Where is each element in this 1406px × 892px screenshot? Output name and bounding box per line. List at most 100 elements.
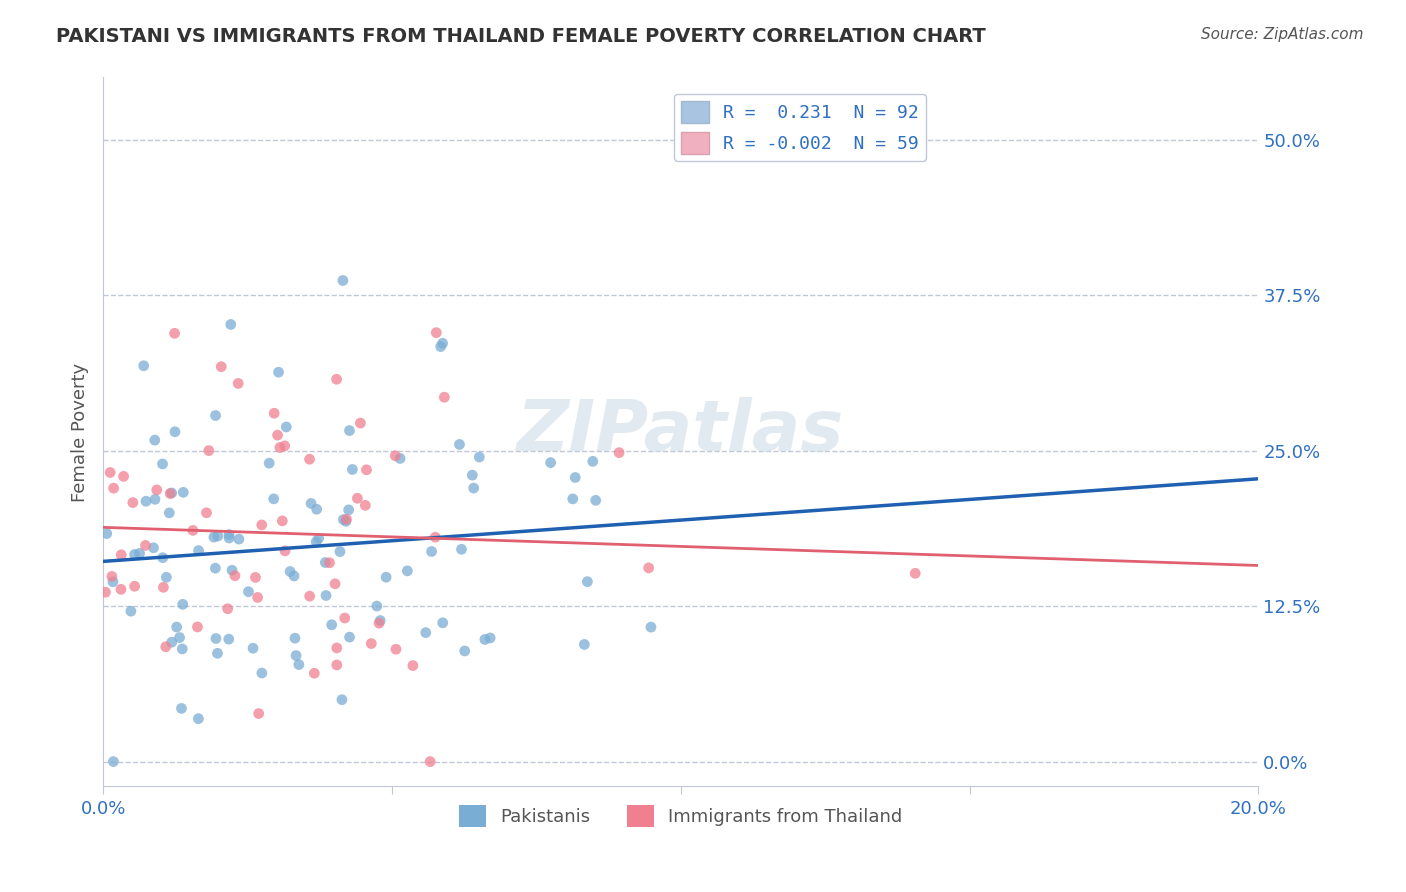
Point [226,376,249,391]
Point [152,550,174,565]
Point [172,485,194,500]
Point [120,604,142,618]
Point [157,506,180,520]
Point [146,483,169,497]
Point [96,526,118,541]
Point [354,499,377,513]
Point [163,425,186,439]
Point [263,491,285,506]
Point [396,564,419,578]
Point [640,620,662,634]
Point [276,420,298,434]
Point [266,428,288,442]
Point [326,657,349,672]
Point [181,524,204,538]
Y-axis label: Female Poverty: Female Poverty [72,362,89,501]
Point [103,481,125,495]
Point [101,574,124,589]
Point [207,529,229,543]
Point [198,443,221,458]
Point [474,632,496,647]
Point [101,569,124,583]
Point [335,512,357,526]
Point [209,359,232,374]
Point [384,449,406,463]
Point [305,534,328,549]
Point [454,644,477,658]
Point [218,527,240,541]
Point [332,512,354,526]
Point [321,617,343,632]
Point [339,424,361,438]
Point [308,532,330,546]
Point [278,565,301,579]
Point [342,462,364,476]
Point [288,657,311,672]
Point [346,491,368,506]
Point [402,658,425,673]
Point [187,712,209,726]
Point [143,433,166,447]
Point [299,496,322,510]
Point [419,755,441,769]
Point [195,506,218,520]
Point [121,495,143,509]
Point [429,340,451,354]
Point [582,454,605,468]
Point [269,441,291,455]
Point [576,574,599,589]
Point [228,532,250,546]
Point [298,589,321,603]
Point [267,365,290,379]
Point [284,631,307,645]
Point [94,585,117,599]
Point [432,615,454,630]
Point [298,452,321,467]
Point [329,544,352,558]
Point [337,503,360,517]
Point [160,486,183,500]
Point [152,457,174,471]
Point [283,569,305,583]
Point [135,494,157,508]
Point [172,642,194,657]
Point [314,556,336,570]
Point [330,692,353,706]
Point [186,620,208,634]
Point [904,566,927,581]
Point [219,318,242,332]
Point [245,570,267,584]
Text: ZIPatlas: ZIPatlas [517,398,845,467]
Point [110,548,132,562]
Point [415,625,437,640]
Legend: Pakistanis, Immigrants from Thailand: Pakistanis, Immigrants from Thailand [451,797,910,834]
Point [332,273,354,287]
Point [463,481,485,495]
Point [103,755,125,769]
Point [637,561,659,575]
Point [132,359,155,373]
Point [271,514,294,528]
Point [468,450,491,464]
Point [187,543,209,558]
Point [325,372,347,386]
Point [389,451,412,466]
Point [425,530,447,544]
Point [449,437,471,451]
Point [305,502,328,516]
Point [450,542,472,557]
Point [202,530,225,544]
Point [124,579,146,593]
Point [574,637,596,651]
Point [564,470,586,484]
Point [285,648,308,663]
Point [218,632,240,647]
Point [368,616,391,631]
Point [204,409,226,423]
Point [432,336,454,351]
Point [205,632,228,646]
Point [250,517,273,532]
Point [273,439,295,453]
Point [585,493,607,508]
Point [339,630,361,644]
